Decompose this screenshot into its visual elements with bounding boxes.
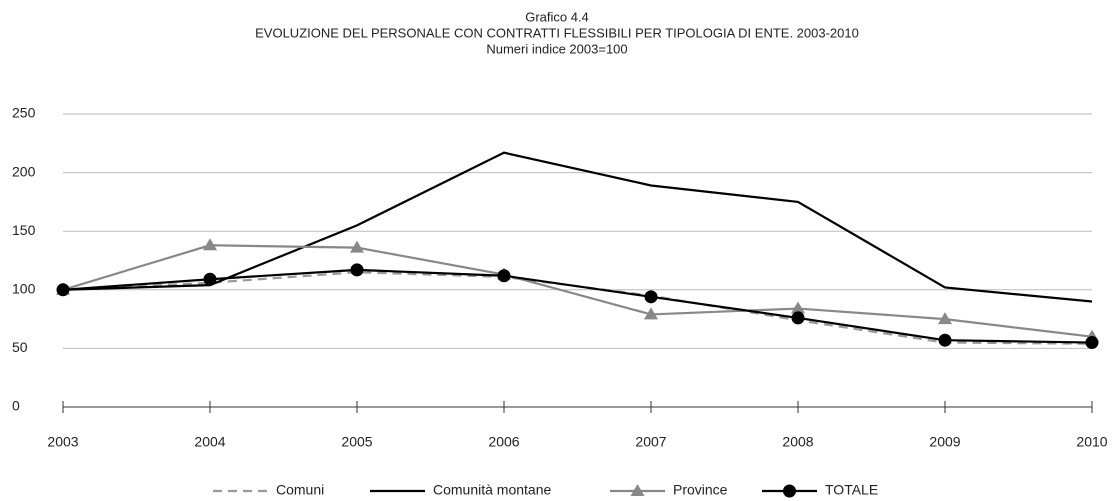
chart-note: Numeri indice 2003=100 — [486, 41, 627, 56]
series-line — [62, 151, 1093, 303]
x-tick-label: 2006 — [488, 434, 519, 450]
y-tick-label: 250 — [12, 105, 36, 121]
point — [497, 269, 511, 283]
series-line — [62, 268, 1093, 344]
point — [644, 290, 658, 304]
y-tick-label: 200 — [12, 163, 36, 179]
y-tick-label: 50 — [12, 339, 28, 355]
point — [938, 312, 952, 325]
point — [791, 311, 805, 325]
x-tick-label: 2007 — [635, 434, 666, 450]
point — [644, 307, 658, 320]
x-tick-label: 2008 — [782, 434, 813, 450]
point — [783, 484, 796, 498]
point — [938, 333, 952, 347]
point — [350, 263, 364, 277]
legend-label: Comunità montane — [433, 482, 552, 498]
point — [203, 272, 217, 286]
chart-subtitle: EVOLUZIONE DEL PERSONALE CON CONTRATTI F… — [255, 25, 859, 40]
chart-title: Grafico 4.4 — [525, 9, 589, 24]
y-tick-label: 100 — [12, 281, 36, 297]
point — [1085, 336, 1099, 350]
y-tick-label: 150 — [12, 222, 36, 238]
point — [630, 484, 645, 496]
x-tick-label: 2003 — [47, 434, 78, 450]
point — [203, 238, 217, 251]
y-tick-label: 0 — [12, 398, 20, 414]
legend-label: Province — [673, 482, 728, 498]
x-tick-label: 2004 — [194, 434, 225, 450]
x-tick-label: 2010 — [1076, 434, 1107, 450]
x-tick-label: 2005 — [341, 434, 372, 450]
legend-label: Comuni — [276, 482, 324, 498]
point — [350, 240, 364, 253]
point — [791, 301, 805, 314]
point — [56, 283, 70, 297]
legend-label: TOTALE — [825, 482, 878, 498]
series-line — [62, 244, 1093, 338]
x-tick-label: 2009 — [929, 434, 960, 450]
